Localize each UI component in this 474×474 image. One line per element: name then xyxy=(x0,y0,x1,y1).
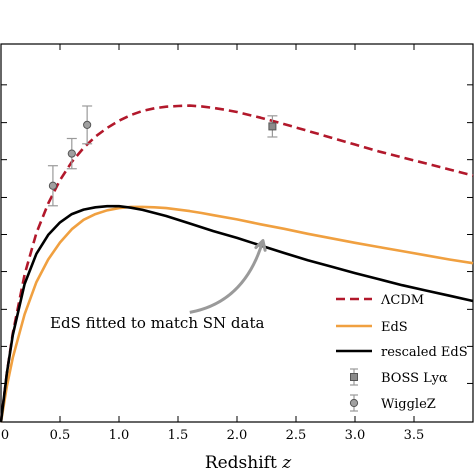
legend-label: EdS xyxy=(381,320,408,335)
legend-swatch xyxy=(349,398,359,408)
legend-swatch xyxy=(350,373,358,381)
x-tick-label: 2.0 xyxy=(227,428,248,443)
plot-frame xyxy=(0,43,474,423)
legend: ΛCDM EdS rescaled EdS BOSS Lyα WiggleZ xyxy=(336,293,468,412)
legend-label: WiggleZ xyxy=(381,397,436,412)
legend-item: rescaled EdS xyxy=(336,345,468,360)
data-point xyxy=(267,115,278,138)
error-points xyxy=(47,105,278,207)
legend-item: EdS xyxy=(336,320,408,335)
curves xyxy=(0,104,474,423)
x-tick-label: 0.5 xyxy=(50,428,71,443)
series-line-0 xyxy=(0,104,474,423)
legend-label: ΛCDM xyxy=(380,293,424,308)
data-point xyxy=(82,105,93,145)
data-point xyxy=(47,165,58,207)
x-axis-label: Redshift z xyxy=(205,453,292,473)
x-tick-label: 3.5 xyxy=(404,428,425,443)
x-tick-label: 3.0 xyxy=(345,428,366,443)
annotation: EdS fitted to match SN data xyxy=(50,239,267,332)
legend-label: rescaled EdS xyxy=(381,345,468,360)
plot-area xyxy=(0,43,474,423)
x-tick-label: 2.5 xyxy=(286,428,307,443)
x-tick-label: 0 xyxy=(1,428,9,443)
annotation-arrowhead xyxy=(254,239,267,252)
legend-label: BOSS Lyα xyxy=(381,371,448,386)
x-tick-label: 1.5 xyxy=(168,428,189,443)
x-axis: 0 0.5 1.0 1.5 2.0 2.5 3.0 3.5 xyxy=(0,44,425,443)
series-line-2 xyxy=(0,204,474,423)
legend-item: WiggleZ xyxy=(349,394,436,412)
annotation-text: EdS fitted to match SN data xyxy=(50,314,264,332)
series-line-1 xyxy=(0,205,474,423)
y-axis xyxy=(1,84,473,384)
x-axis-label-text: Redshift xyxy=(205,453,277,473)
legend-item: ΛCDM xyxy=(336,293,424,308)
annotation-arrow xyxy=(189,240,265,314)
x-axis-label-variable: z xyxy=(281,453,292,473)
legend-item: BOSS Lyα xyxy=(350,368,448,386)
x-tick-label: 1.0 xyxy=(109,428,130,443)
data-point xyxy=(66,137,77,170)
